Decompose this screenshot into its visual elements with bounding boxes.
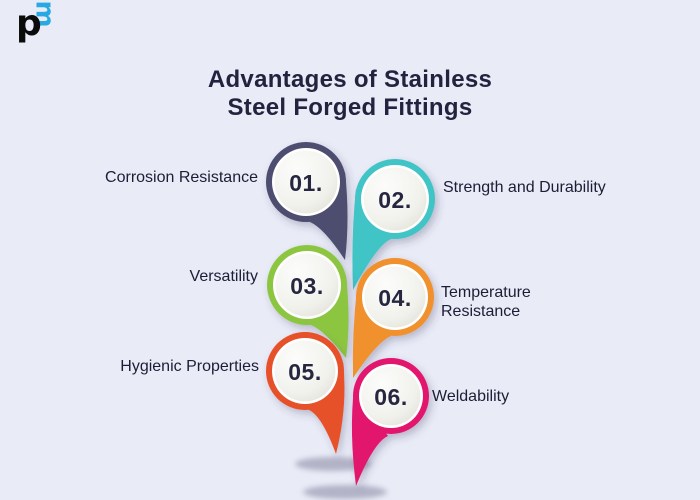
pin-06-inner [361, 366, 421, 426]
pin-02: 02. [352, 159, 435, 290]
pin-03-inner [275, 253, 339, 317]
pin-06-number: 06. [374, 384, 407, 410]
label-weldability: Weldability [432, 388, 510, 405]
pin-06: 06. [351, 358, 429, 486]
pin-03-number: 03. [290, 273, 323, 299]
label-versatility: Versatility [189, 268, 258, 285]
pin-04: 04. [352, 258, 434, 378]
pin-04-inner [364, 266, 426, 328]
ground-shadow-upper [295, 457, 371, 471]
label-strength-and-durability: Strength and Durability [443, 179, 606, 196]
label-corrosion-resistance: Corrosion Resistance [105, 169, 258, 186]
ground-shadow-lower [303, 485, 387, 499]
pm-logo: m p [6, 0, 60, 54]
pin-05: 05. [266, 332, 345, 454]
page-title: Advantages of Stainless Steel Forged Fit… [0, 66, 700, 122]
pin-03: 03. [267, 245, 349, 358]
pin-01-inner [274, 150, 338, 214]
pin-05-number: 05. [288, 359, 321, 385]
title-line-1: Advantages of Stainless [207, 66, 493, 93]
pin-01: 01. [266, 142, 348, 260]
pin-02-inner [363, 167, 427, 231]
pin-02-number: 02. [378, 187, 411, 213]
pin-04-number: 04. [378, 285, 411, 311]
label-temperature-resistance: Temperature Resistance [441, 284, 531, 320]
label-hygienic-properties: Hygienic Properties [120, 358, 259, 375]
title-line-2: Steel Forged Fittings [227, 94, 473, 121]
pin-01-number: 01. [289, 170, 322, 196]
logo-p-glyph: p [16, 3, 42, 44]
pin-05-inner [274, 340, 336, 402]
